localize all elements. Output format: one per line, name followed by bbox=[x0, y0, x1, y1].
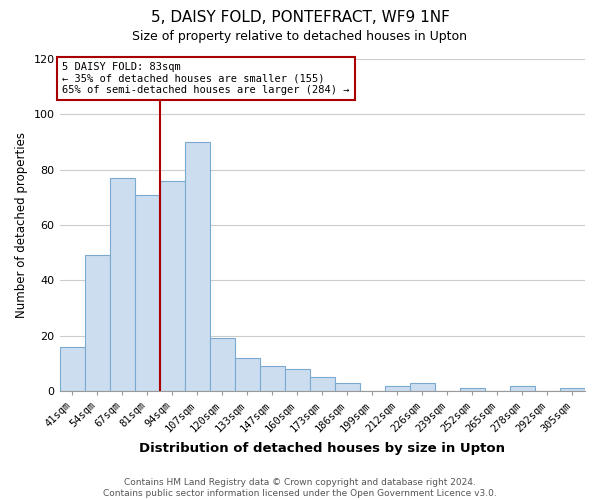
Bar bbox=[260, 366, 285, 391]
Bar bbox=[335, 383, 360, 391]
Bar bbox=[385, 386, 410, 391]
Y-axis label: Number of detached properties: Number of detached properties bbox=[15, 132, 28, 318]
Bar bbox=[185, 142, 209, 391]
Text: 5 DAISY FOLD: 83sqm
← 35% of detached houses are smaller (155)
65% of semi-detac: 5 DAISY FOLD: 83sqm ← 35% of detached ho… bbox=[62, 62, 350, 95]
Bar bbox=[160, 181, 185, 391]
Bar bbox=[134, 194, 160, 391]
Text: Contains HM Land Registry data © Crown copyright and database right 2024.
Contai: Contains HM Land Registry data © Crown c… bbox=[103, 478, 497, 498]
Bar bbox=[410, 383, 435, 391]
Bar bbox=[59, 347, 85, 391]
Bar bbox=[560, 388, 585, 391]
Bar bbox=[235, 358, 260, 391]
Bar bbox=[209, 338, 235, 391]
Bar bbox=[285, 369, 310, 391]
Bar bbox=[310, 377, 335, 391]
Text: 5, DAISY FOLD, PONTEFRACT, WF9 1NF: 5, DAISY FOLD, PONTEFRACT, WF9 1NF bbox=[151, 10, 449, 25]
Bar bbox=[110, 178, 134, 391]
Bar bbox=[460, 388, 485, 391]
X-axis label: Distribution of detached houses by size in Upton: Distribution of detached houses by size … bbox=[139, 442, 505, 455]
Bar bbox=[510, 386, 535, 391]
Text: Size of property relative to detached houses in Upton: Size of property relative to detached ho… bbox=[133, 30, 467, 43]
Bar bbox=[85, 256, 110, 391]
